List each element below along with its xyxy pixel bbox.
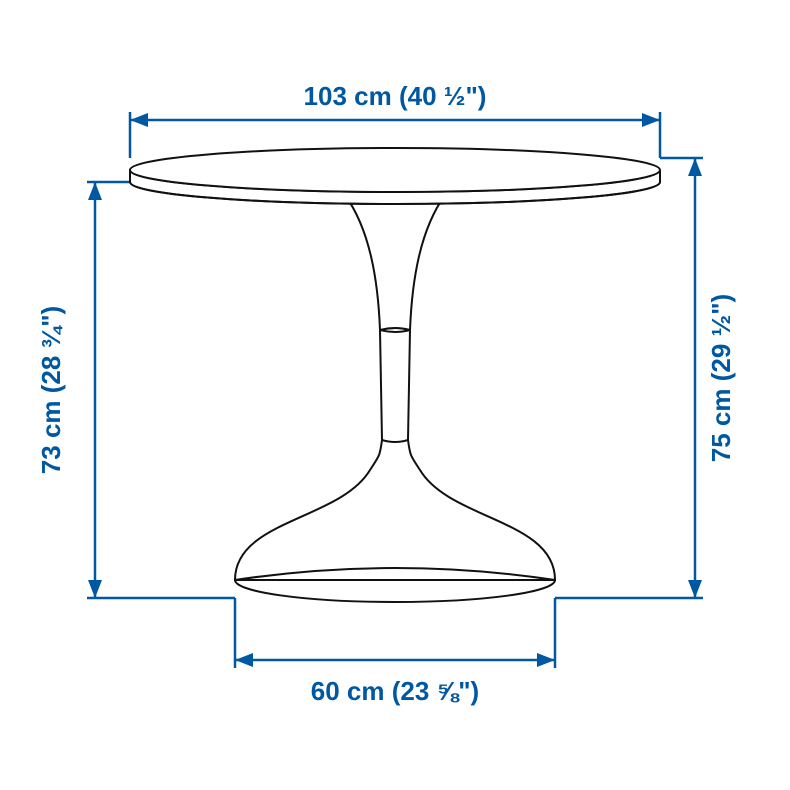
dim-top-width-label: 103 cm (40 ½") [304, 81, 487, 111]
stem-upper [345, 195, 445, 330]
dim-right-height-label: 75 cm (29 ½") [706, 294, 736, 462]
table-drawing [130, 148, 660, 602]
stem-lower [380, 328, 410, 442]
base-cone [235, 440, 555, 580]
dim-top-width: 103 cm (40 ½") [130, 81, 660, 158]
dim-base-width: 60 cm (23 ⅝") [235, 598, 555, 706]
dim-left-height-label: 73 cm (28 ¾") [36, 306, 66, 474]
table-dimension-diagram: 103 cm (40 ½") 75 cm (29 ½") 73 cm (28 ¾… [0, 0, 790, 790]
dim-right-height: 75 cm (29 ½") [555, 158, 736, 598]
dim-left-height: 73 cm (28 ¾") [36, 182, 235, 598]
dim-base-width-label: 60 cm (23 ⅝") [311, 676, 479, 706]
tabletop-surface [130, 148, 660, 192]
